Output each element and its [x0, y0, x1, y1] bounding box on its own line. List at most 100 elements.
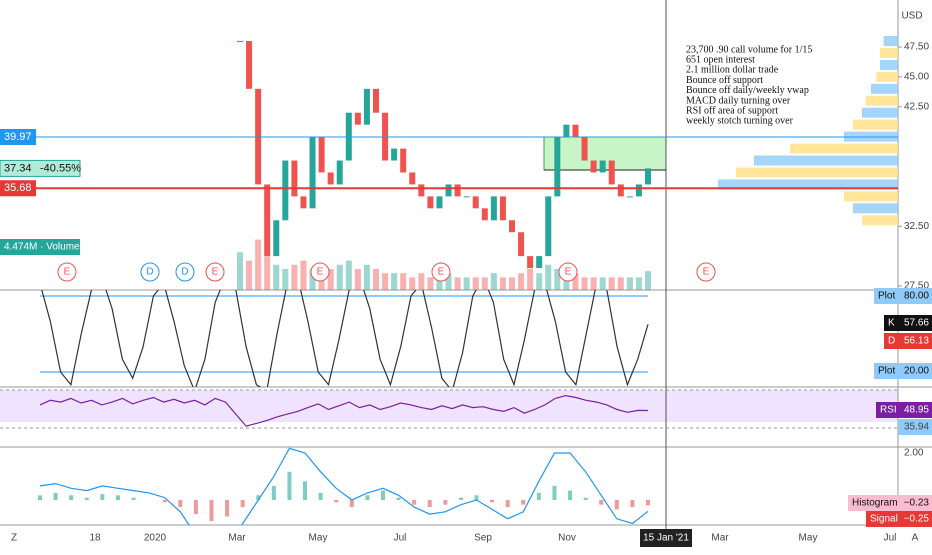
candle: [545, 196, 552, 257]
axis-label-bg: [884, 315, 932, 331]
axis-label-bg: [848, 495, 932, 511]
candle: [645, 168, 651, 185]
event-label: E: [703, 267, 710, 278]
volume-label: 4.474M · Volume: [4, 242, 80, 253]
macd-hist: [100, 494, 105, 500]
event-marker: [558, 262, 578, 282]
macd-hist: [287, 471, 292, 500]
macd-hist: [303, 481, 308, 500]
auto-button[interactable]: A: [912, 533, 919, 544]
candle: [400, 148, 407, 173]
axis-label: Plot: [878, 366, 895, 377]
volume-label-bg: [0, 239, 80, 255]
candle: [409, 172, 416, 185]
annotation-line: weekly stotch turning over: [686, 116, 794, 127]
pane: [41, 290, 649, 387]
macd-hist: [349, 500, 354, 508]
candle: [563, 124, 570, 137]
event-marker: [310, 262, 330, 282]
candle: [336, 160, 343, 185]
axis-value: −0.23: [904, 498, 930, 509]
volume-bar: [282, 269, 289, 290]
macd-hist: [458, 497, 463, 500]
volume-bar: [382, 273, 389, 290]
candle: [536, 256, 543, 269]
volume-bar: [345, 260, 352, 290]
volume-bar: [291, 264, 298, 290]
candle: [291, 160, 298, 197]
currency: USD: [901, 11, 922, 22]
axis-value: 20.00: [904, 366, 929, 377]
macd-hist: [131, 497, 136, 500]
annotation-line: RSI off area of support: [686, 105, 778, 116]
time-label: May: [799, 533, 818, 544]
event-label: E: [438, 267, 445, 278]
candle: [373, 88, 379, 113]
zoom-button[interactable]: Z: [11, 533, 17, 544]
macd-hist: [568, 490, 573, 500]
volume-bar: [572, 273, 579, 290]
macd-hist: [115, 495, 120, 500]
stoch-k: [41, 290, 649, 387]
price-label-bg: [0, 180, 36, 197]
price-tick-label: 45.00: [904, 72, 929, 83]
macd-hist: [365, 495, 370, 500]
macd-tick: 2.00: [904, 448, 924, 459]
volume-profile-bar: [876, 71, 898, 82]
volume-bar: [599, 277, 606, 290]
time-label: Jul: [394, 533, 407, 544]
candle: [454, 184, 461, 197]
macd-hist: [630, 500, 635, 508]
price-tick-label: 27.50: [904, 281, 929, 292]
event-label: E: [317, 267, 324, 278]
volume-bar: [454, 277, 461, 290]
time-label: Mar: [711, 533, 729, 544]
candle: [427, 196, 434, 209]
axis-value: 35.94: [904, 422, 929, 433]
time-label: Nov: [558, 533, 576, 544]
candle: [327, 172, 334, 185]
candle: [246, 41, 253, 89]
volume-bar: [626, 277, 633, 290]
axis-value: 80.00: [904, 291, 929, 302]
macd-hist: [412, 500, 417, 505]
candle: [472, 196, 479, 209]
event-marker: [140, 262, 160, 282]
axis-label: D: [888, 336, 895, 347]
volume-bar: [336, 264, 343, 290]
candle: [264, 184, 271, 257]
last-price-bg: [0, 159, 81, 177]
volume-bar: [391, 273, 398, 290]
axis-label-bg: [874, 288, 932, 304]
macd-hist: [256, 495, 261, 500]
volume-bar: [327, 269, 334, 290]
candle: [354, 112, 361, 125]
candle: [363, 88, 370, 125]
volume-profile-bar: [853, 203, 898, 214]
macd-hist: [271, 485, 276, 500]
volume-bar: [436, 277, 443, 290]
volume-bar: [545, 264, 552, 290]
volume-bar: [309, 269, 316, 290]
volume-bar: [527, 269, 534, 290]
axis-label: K: [888, 318, 895, 329]
volume-bar: [300, 260, 307, 290]
candle: [300, 196, 307, 209]
pane: [39, 394, 649, 427]
event-label: E: [212, 267, 219, 278]
candle: [509, 220, 515, 233]
macd-hist: [614, 500, 619, 510]
event-marker: [431, 262, 451, 282]
macd-hist: [193, 500, 198, 515]
volume-bar: [400, 273, 407, 290]
macd-hist: [396, 497, 401, 500]
candle: [418, 184, 425, 197]
volume-bar: [472, 277, 479, 290]
price-label: 35.68: [4, 182, 32, 194]
axis-value: 48.95: [904, 405, 929, 416]
volume-bar: [427, 277, 434, 290]
volume-bar: [246, 260, 253, 290]
event-label: E: [64, 267, 71, 278]
volume-profile-bar: [862, 215, 898, 226]
candle: [599, 160, 606, 173]
